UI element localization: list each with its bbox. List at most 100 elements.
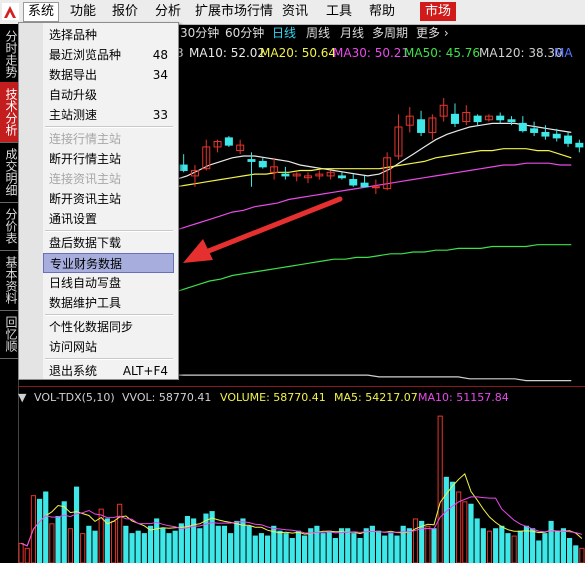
candle[interactable] — [519, 116, 526, 132]
candle[interactable] — [497, 113, 504, 124]
menu-item: 连接资讯主站 — [43, 169, 174, 189]
candle[interactable] — [372, 180, 379, 194]
vol-legend-item: MA10: 51157.84 — [418, 390, 509, 406]
menu-item[interactable]: 日线自动写盘 — [43, 273, 174, 293]
volume-bar — [303, 536, 307, 563]
candle[interactable] — [361, 176, 368, 187]
menu-system[interactable]: 系统 — [23, 2, 59, 22]
menu-item[interactable]: 通讯设置 — [43, 209, 174, 229]
tab-trade-details[interactable]: 成交明细 — [0, 142, 18, 203]
menu-item[interactable]: 最近浏览品种 48 — [43, 45, 174, 65]
candle[interactable] — [316, 170, 323, 179]
tab-technical-analysis[interactable]: 技术分析 — [0, 82, 18, 143]
candle-body — [519, 123, 526, 130]
menu-tools[interactable]: 工具 — [322, 3, 356, 21]
menu-news[interactable]: 资讯 — [278, 3, 312, 21]
candle[interactable] — [293, 172, 300, 181]
volume-bar — [118, 504, 122, 563]
period-daily[interactable]: 日线 — [272, 24, 296, 42]
candle[interactable] — [463, 105, 470, 125]
volume-bar — [278, 531, 282, 563]
menu-item[interactable]: 专业财务数据 — [43, 253, 174, 273]
menu-item[interactable]: 选择品种 — [43, 25, 174, 45]
candle-body — [180, 165, 187, 170]
volume-bar — [37, 499, 41, 563]
candle[interactable] — [225, 136, 232, 147]
menu-analysis[interactable]: 分析 — [151, 3, 185, 21]
ma-legend-item: MA20: 50.64 — [260, 45, 336, 61]
period-60min[interactable]: 60分钟 — [225, 24, 264, 42]
period-weekly[interactable]: 周线 — [306, 24, 330, 42]
candle[interactable] — [406, 107, 413, 132]
candle[interactable] — [451, 103, 458, 127]
candle-body — [497, 116, 504, 120]
menu-item[interactable]: 退出系统 ALT+F4 — [43, 361, 174, 381]
candle[interactable] — [531, 122, 538, 136]
candle[interactable] — [180, 154, 187, 172]
menu-item[interactable]: 数据维护工具 — [43, 293, 174, 313]
candle[interactable] — [305, 172, 312, 183]
candle-body — [531, 129, 538, 133]
period-multi[interactable]: 多周期 — [372, 24, 408, 42]
candle[interactable] — [248, 152, 255, 186]
menu-item-label: 选择品种 — [49, 28, 97, 42]
candle[interactable] — [237, 140, 244, 154]
menu-help[interactable]: 帮助 — [365, 3, 399, 21]
volume-bar — [266, 536, 270, 563]
menu-item[interactable]: 数据导出 34 — [43, 65, 174, 85]
volume-chart[interactable] — [18, 406, 585, 563]
candle[interactable] — [485, 114, 492, 121]
ma-line — [176, 245, 572, 292]
menu-item[interactable]: 盘后数据下载 — [43, 233, 174, 253]
candle[interactable] — [576, 140, 583, 153]
tab-intraday[interactable]: 分时走势 — [0, 26, 18, 83]
volume-bar — [481, 529, 485, 563]
menu-item[interactable]: 主站测速 33 — [43, 105, 174, 125]
menu-item[interactable]: 个性化数据同步 — [43, 317, 174, 337]
period-bar: 30分钟 60分钟 日线 周线 月线 多周期 更多 › — [176, 24, 585, 42]
vol-legend-item: VOL-TDX(5,10) — [34, 390, 115, 406]
volume-bar — [290, 539, 294, 563]
candle[interactable] — [282, 167, 289, 180]
menu-function[interactable]: 功能 — [66, 3, 100, 21]
period-more[interactable]: 更多 › — [416, 24, 449, 42]
candle[interactable] — [338, 172, 345, 179]
candle[interactable] — [565, 132, 572, 146]
candle-body — [553, 134, 560, 138]
menu-extended-market[interactable]: 扩展市场行情 — [191, 3, 277, 21]
tab-basic-info[interactable]: 基本资料 — [0, 250, 18, 311]
menu-item: 连接行情主站 — [43, 129, 174, 149]
collapse-arrow-icon[interactable]: ▼ — [18, 390, 26, 406]
candle[interactable] — [474, 114, 481, 125]
menu-item[interactable]: 自动升级 — [43, 85, 174, 105]
candle[interactable] — [395, 114, 402, 159]
menu-item[interactable]: 访问网站 — [43, 337, 174, 357]
menu-item[interactable]: 断开行情主站 — [43, 149, 174, 169]
menu-separator — [45, 126, 173, 128]
menu-item[interactable]: 断开资讯主站 — [43, 189, 174, 209]
market-button[interactable]: 市场 — [420, 2, 456, 21]
candle[interactable] — [418, 111, 425, 136]
candle[interactable] — [214, 140, 221, 153]
candle[interactable] — [440, 98, 447, 122]
candle[interactable] — [259, 158, 266, 169]
period-30min[interactable]: 30分钟 — [180, 24, 219, 42]
volume-bar — [574, 546, 578, 563]
volume-bar — [148, 526, 152, 563]
volume-bar — [494, 529, 498, 563]
period-monthly[interactable]: 月线 — [340, 24, 364, 42]
tab-price-table[interactable]: 分价表 — [0, 202, 18, 251]
tab-review[interactable]: 回忆顺 — [0, 310, 18, 359]
menu-item-label: 专业财务数据 — [50, 257, 122, 271]
volume-bar — [198, 529, 202, 563]
candle[interactable] — [429, 114, 436, 139]
candle-body — [474, 116, 481, 121]
candle[interactable] — [327, 170, 334, 179]
candle[interactable] — [271, 158, 278, 180]
volume-bar — [173, 531, 177, 563]
menu-quote[interactable]: 报价 — [108, 3, 142, 21]
volume-bar — [500, 526, 504, 563]
candle[interactable] — [350, 174, 357, 187]
volume-bar — [512, 536, 516, 563]
menu-item-shortcut: 34 — [153, 65, 168, 85]
